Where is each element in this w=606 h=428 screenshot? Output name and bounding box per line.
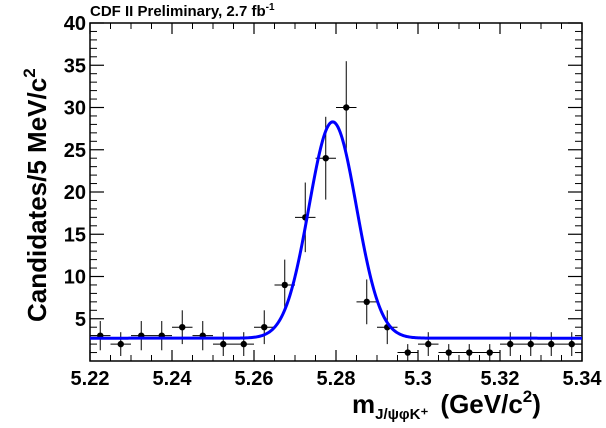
data-point — [179, 324, 186, 331]
data-point — [445, 349, 452, 356]
axis-ticks — [89, 22, 583, 361]
data-point — [240, 340, 247, 348]
y-tick-label: 5 — [75, 309, 86, 331]
x-tick-label: 5.28 — [317, 368, 356, 390]
data-point — [261, 324, 268, 331]
data-point — [281, 281, 288, 289]
data-point — [117, 340, 124, 348]
data-point — [507, 340, 514, 348]
x-tick-label: 5.32 — [481, 368, 520, 390]
x-axis-title-units-close: ) — [532, 389, 541, 419]
y-axis-title: Candidates/5 MeV/c2 — [20, 68, 52, 322]
x-axis-title-units-superscript: 2 — [523, 387, 532, 406]
y-tick-label: 10 — [64, 267, 86, 289]
data-point — [322, 155, 329, 162]
data-point — [220, 340, 227, 348]
data-point — [404, 349, 411, 356]
y-axis-title-text: Candidates/5 MeV/c — [22, 78, 52, 322]
x-tick-label: 5.34 — [563, 368, 603, 390]
x-tick-label: 5.22 — [71, 368, 110, 390]
data-point — [486, 349, 493, 356]
header-label-superscript: -1 — [265, 2, 275, 13]
data-point — [527, 340, 534, 348]
x-tick-label: 5.24 — [153, 368, 193, 390]
data-point — [343, 104, 350, 111]
x-axis-title-units: (GeV/c — [440, 389, 522, 419]
data-point — [363, 298, 370, 306]
y-tick-label: 15 — [64, 224, 86, 246]
x-axis-title-subscript: J/ψφK⁺ — [375, 406, 428, 423]
data-point — [548, 340, 555, 348]
x-tick-label: 5.26 — [235, 368, 274, 390]
x-axis-title: mJ/ψφK⁺ (GeV/c2) — [352, 387, 541, 423]
axis-tick-labels: 5.22 5.24 5.26 5.28 5.3 5.32 5.34 5 10 15 20 25 30 35… — [64, 13, 603, 390]
y-tick-label: 40 — [64, 13, 86, 35]
y-tick-label: 25 — [64, 140, 86, 162]
data-point — [466, 349, 473, 356]
y-tick-label: 30 — [64, 98, 86, 120]
y-tick-label: 35 — [64, 55, 86, 77]
plot-frame — [89, 22, 583, 362]
x-tick-label: 5.3 — [404, 368, 432, 390]
header-label-text: CDF II Preliminary, 2.7 fb — [90, 3, 266, 20]
header-label: CDF II Preliminary, 2.7 fb-1 — [90, 2, 275, 20]
data-point — [568, 340, 575, 348]
y-tick-label: 20 — [64, 182, 86, 204]
x-axis-title-symbol: m — [352, 389, 375, 419]
y-axis-title-superscript: 2 — [20, 68, 39, 77]
data-point — [425, 340, 432, 348]
fit-curve — [90, 120, 582, 340]
